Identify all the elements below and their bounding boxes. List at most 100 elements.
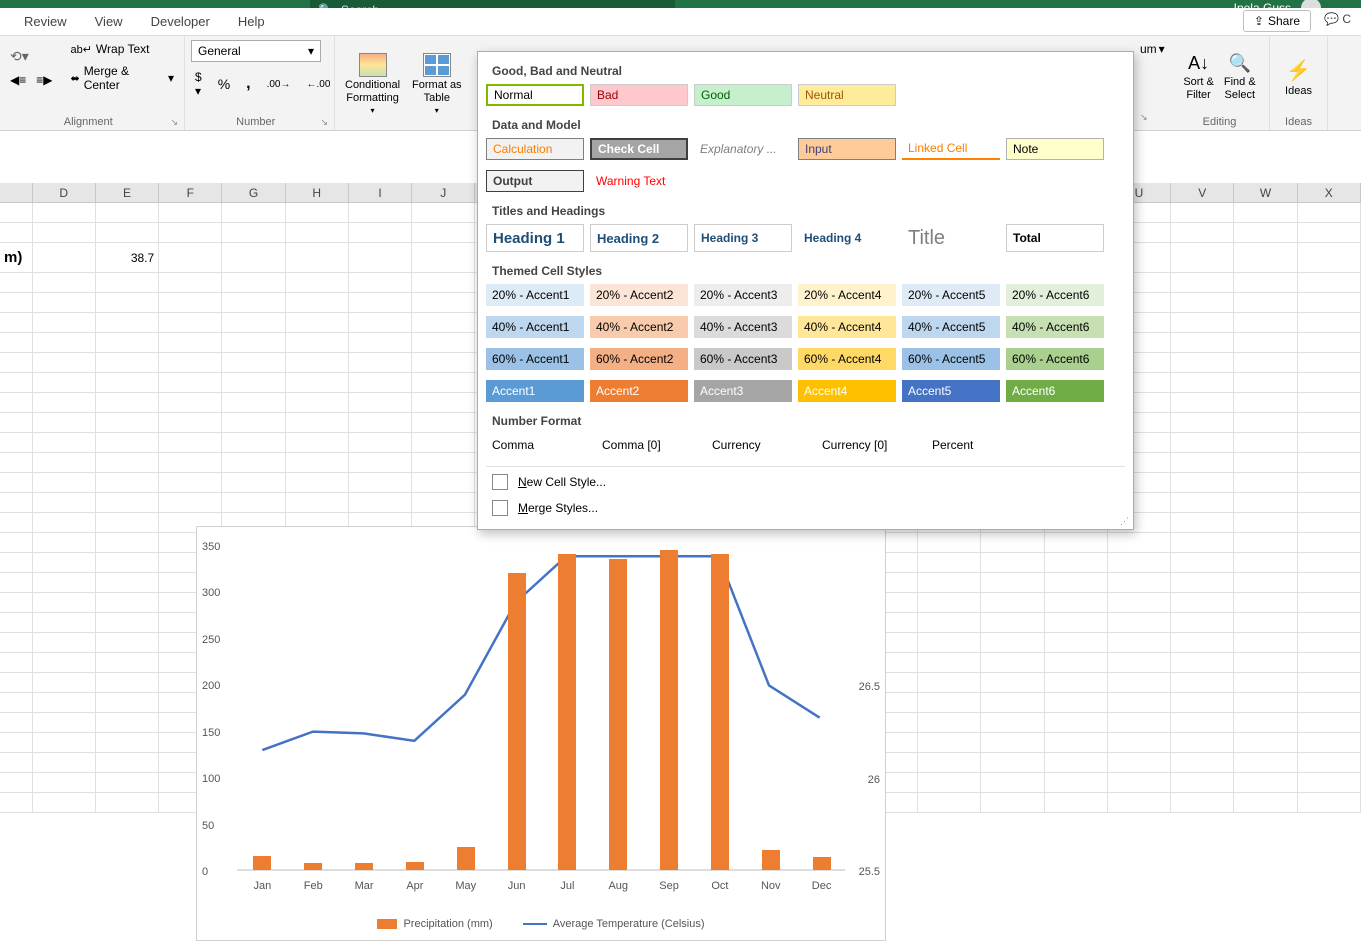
cell[interactable] <box>1234 473 1297 492</box>
cell[interactable] <box>1171 453 1234 472</box>
cell[interactable] <box>159 453 222 472</box>
cell[interactable] <box>1108 793 1171 812</box>
cell[interactable] <box>1234 273 1297 292</box>
cell[interactable] <box>349 353 412 372</box>
cell[interactable] <box>1298 413 1361 432</box>
cell[interactable] <box>33 573 96 592</box>
cell[interactable] <box>159 293 222 312</box>
cell[interactable] <box>349 273 412 292</box>
cell[interactable] <box>159 203 222 222</box>
column-header[interactable]: G <box>222 183 285 202</box>
cell[interactable] <box>349 293 412 312</box>
embedded-chart[interactable]: Precipitation (mm) Average Temperature (… <box>196 526 886 941</box>
cell[interactable] <box>981 753 1044 772</box>
cell[interactable] <box>159 493 222 512</box>
column-header[interactable]: E <box>96 183 159 202</box>
column-header[interactable]: H <box>286 183 349 202</box>
cell[interactable] <box>286 453 349 472</box>
cell[interactable] <box>349 203 412 222</box>
cell[interactable] <box>1171 633 1234 652</box>
cell[interactable] <box>159 223 222 242</box>
style-swatch[interactable]: Accent3 <box>694 380 792 402</box>
cell[interactable] <box>1234 513 1297 532</box>
decrease-indent-button[interactable]: ◀≡ <box>6 71 30 89</box>
cell[interactable] <box>349 223 412 242</box>
style-swatch[interactable]: Accent2 <box>590 380 688 402</box>
cell[interactable] <box>33 413 96 432</box>
cell[interactable] <box>1298 313 1361 332</box>
style-swatch[interactable]: 20% - Accent6 <box>1006 284 1104 306</box>
cell[interactable] <box>1298 593 1361 612</box>
cell[interactable] <box>33 773 96 792</box>
cell[interactable] <box>1171 293 1234 312</box>
cell[interactable] <box>1298 293 1361 312</box>
cell[interactable] <box>96 293 159 312</box>
cell[interactable] <box>1045 693 1108 712</box>
cell[interactable] <box>1234 223 1297 242</box>
cell[interactable] <box>1298 693 1361 712</box>
cell[interactable] <box>1045 573 1108 592</box>
cell[interactable] <box>96 773 159 792</box>
cell[interactable] <box>222 243 285 272</box>
column-header[interactable]: W <box>1234 183 1297 202</box>
cell[interactable] <box>918 753 981 772</box>
style-swatch[interactable]: 20% - Accent2 <box>590 284 688 306</box>
cell[interactable] <box>96 553 159 572</box>
cell[interactable] <box>33 793 96 812</box>
cell[interactable] <box>412 373 475 392</box>
column-header[interactable]: I <box>349 183 412 202</box>
cell[interactable] <box>96 203 159 222</box>
cell[interactable] <box>96 593 159 612</box>
cell[interactable] <box>1171 413 1234 432</box>
cell[interactable] <box>222 293 285 312</box>
cell[interactable] <box>1171 333 1234 352</box>
cell[interactable] <box>33 553 96 572</box>
tab-review[interactable]: Review <box>10 8 81 36</box>
cell[interactable] <box>981 573 1044 592</box>
style-swatch[interactable]: 40% - Accent4 <box>798 316 896 338</box>
cell[interactable] <box>159 353 222 372</box>
cell[interactable] <box>349 493 412 512</box>
cell[interactable] <box>286 203 349 222</box>
cell[interactable] <box>1045 733 1108 752</box>
cell[interactable] <box>33 223 96 242</box>
cell[interactable] <box>1234 753 1297 772</box>
find-select-button[interactable]: 🔍 Find & Select <box>1220 51 1260 102</box>
cells-dialog-launcher[interactable]: ↘ <box>1140 112 1148 123</box>
cell[interactable] <box>918 593 981 612</box>
new-cell-style-menu[interactable]: New Cell Style... <box>486 469 1125 495</box>
cell[interactable] <box>1234 293 1297 312</box>
cell[interactable] <box>286 393 349 412</box>
cell[interactable] <box>1171 243 1234 272</box>
style-swatch[interactable]: Good <box>694 84 792 106</box>
style-swatch[interactable]: Total <box>1006 224 1104 252</box>
cell[interactable] <box>1108 693 1171 712</box>
tab-help[interactable]: Help <box>224 8 279 36</box>
cell[interactable] <box>1171 493 1234 512</box>
cell[interactable] <box>33 693 96 712</box>
cell[interactable] <box>1234 353 1297 372</box>
cell[interactable] <box>33 673 96 692</box>
cell[interactable] <box>1171 433 1234 452</box>
cell[interactable] <box>981 673 1044 692</box>
cell[interactable] <box>222 373 285 392</box>
cell[interactable] <box>412 293 475 312</box>
cell[interactable] <box>1234 673 1297 692</box>
cell[interactable] <box>33 613 96 632</box>
style-swatch[interactable]: 60% - Accent6 <box>1006 348 1104 370</box>
cell[interactable] <box>96 713 159 732</box>
cell[interactable] <box>349 473 412 492</box>
cell[interactable] <box>349 333 412 352</box>
style-swatch[interactable]: Input <box>798 138 896 160</box>
style-swatch[interactable]: 20% - Accent4 <box>798 284 896 306</box>
cell[interactable] <box>33 733 96 752</box>
cell[interactable] <box>1234 203 1297 222</box>
cell[interactable] <box>96 653 159 672</box>
cell[interactable] <box>1298 793 1361 812</box>
style-swatch[interactable]: 60% - Accent2 <box>590 348 688 370</box>
cell[interactable] <box>159 433 222 452</box>
cell[interactable] <box>96 533 159 552</box>
cell[interactable] <box>286 493 349 512</box>
cell[interactable] <box>412 453 475 472</box>
cell[interactable] <box>286 413 349 432</box>
